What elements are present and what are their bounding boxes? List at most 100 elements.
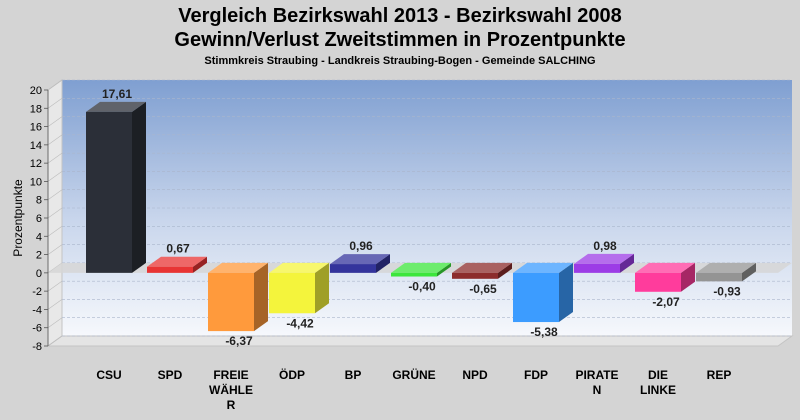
data-label: 0,67 <box>166 242 190 256</box>
bar <box>391 262 451 277</box>
bar-front <box>391 272 437 277</box>
y-tick-label: 10 <box>30 176 42 188</box>
bar-front <box>330 264 376 273</box>
bar-top <box>452 262 512 273</box>
plot-floor <box>46 335 794 347</box>
y-tick-label: -6 <box>32 323 42 335</box>
x-tick-label: R <box>227 398 236 412</box>
grid-line-wall <box>47 317 63 328</box>
bar-top <box>86 101 146 112</box>
bar-front <box>635 272 681 292</box>
bar-front <box>696 272 742 282</box>
bar-side <box>742 262 756 282</box>
bar <box>86 101 146 273</box>
data-label: 17,61 <box>102 87 132 101</box>
y-tick-label: 8 <box>36 195 42 207</box>
bar <box>635 262 695 292</box>
y-tick-label: 2 <box>36 250 42 262</box>
x-tick-label: REP <box>707 368 732 382</box>
grid-line-wall <box>47 226 63 237</box>
bar-side <box>376 254 390 273</box>
grid-line-wall <box>47 189 63 200</box>
bar-side <box>498 262 512 279</box>
chart-title: Vergleich Bezirkswahl 2013 - Bezirkswahl… <box>178 5 622 27</box>
grid-line-wall <box>47 152 63 164</box>
x-tick-label: GRÜNE <box>392 367 435 382</box>
bar-top <box>208 262 268 273</box>
y-tick-label: 12 <box>30 158 42 170</box>
bar-top <box>391 262 451 273</box>
bar-front <box>513 272 559 323</box>
grid-line-wall <box>47 335 63 347</box>
bar <box>147 256 207 273</box>
bar <box>513 262 573 323</box>
x-tick-label: SPD <box>158 368 183 382</box>
bar-top <box>269 262 329 273</box>
data-label: -0,40 <box>408 280 436 294</box>
bar-side <box>132 101 146 273</box>
x-tick-label: NPD <box>462 368 488 382</box>
bar-side <box>559 262 573 323</box>
x-tick-label: CSU <box>96 368 121 382</box>
data-label: -2,07 <box>652 295 680 309</box>
x-tick-label: LINKE <box>640 383 676 397</box>
x-tick-label: BP <box>345 368 362 382</box>
y-tick-label: 0 <box>36 268 42 280</box>
data-label: -0,93 <box>713 284 741 298</box>
bar-top <box>330 254 390 265</box>
bar <box>269 262 329 314</box>
bar-side <box>254 262 268 332</box>
bar-front <box>86 111 132 273</box>
bar <box>330 254 390 273</box>
data-label: -5,38 <box>530 325 558 339</box>
x-tick-label: PIRATE <box>575 368 618 382</box>
bar-side <box>437 262 451 277</box>
data-label: -4,42 <box>286 316 314 330</box>
bar-front <box>452 272 498 279</box>
grid-line-wall <box>47 171 63 182</box>
x-tick-label: DIE <box>648 368 668 382</box>
data-label: 0,96 <box>349 239 373 253</box>
data-label: -0,65 <box>469 282 497 296</box>
chart-title-line2: Gewinn/Verlust Zweitstimmen in Prozentpu… <box>174 29 625 51</box>
bar-top <box>574 253 634 264</box>
grid-line-wall <box>47 280 63 292</box>
bar-top <box>513 262 573 273</box>
bar-top <box>635 262 695 273</box>
y-tick-label: 16 <box>30 122 42 134</box>
x-tick-label: N <box>593 383 602 397</box>
y-tick-label: -4 <box>32 304 42 316</box>
y-tick-label: -8 <box>32 341 42 353</box>
grid-line-wall <box>47 244 63 255</box>
x-tick-label: FREIE <box>213 368 248 382</box>
plot-area: 20181614121086420-2-4-6-817,61CSU0,67SPD… <box>30 79 794 412</box>
bar <box>208 262 268 332</box>
bar <box>574 253 634 273</box>
x-tick-label: WÄHLE <box>209 382 253 397</box>
x-tick-label: FDP <box>524 368 548 382</box>
bar-front <box>147 266 193 273</box>
bar-top <box>696 262 756 273</box>
y-tick-label: 4 <box>36 231 42 243</box>
bar-front <box>208 272 254 332</box>
grid-line-wall <box>47 98 63 109</box>
chart-subtitle: Stimmkreis Straubing - Landkreis Straubi… <box>204 55 595 67</box>
bar-side <box>193 256 207 273</box>
bar <box>452 262 512 279</box>
y-axis-label: Prozentpunkte <box>11 179 25 257</box>
bar-front <box>574 263 620 273</box>
bar <box>696 262 756 282</box>
grid-line-wall <box>47 207 63 219</box>
y-tick-label: 14 <box>30 140 42 152</box>
y-tick-label: 18 <box>30 103 42 115</box>
grid-line-wall <box>47 116 63 127</box>
data-label: -6,37 <box>225 334 253 348</box>
grid-line-wall <box>47 299 63 310</box>
bar-front <box>269 272 315 314</box>
y-tick-label: 20 <box>30 85 42 97</box>
y-tick-label: -2 <box>32 286 42 298</box>
grid-line-wall <box>47 134 63 146</box>
bar-side <box>315 262 329 314</box>
grid-line-wall <box>47 79 63 91</box>
